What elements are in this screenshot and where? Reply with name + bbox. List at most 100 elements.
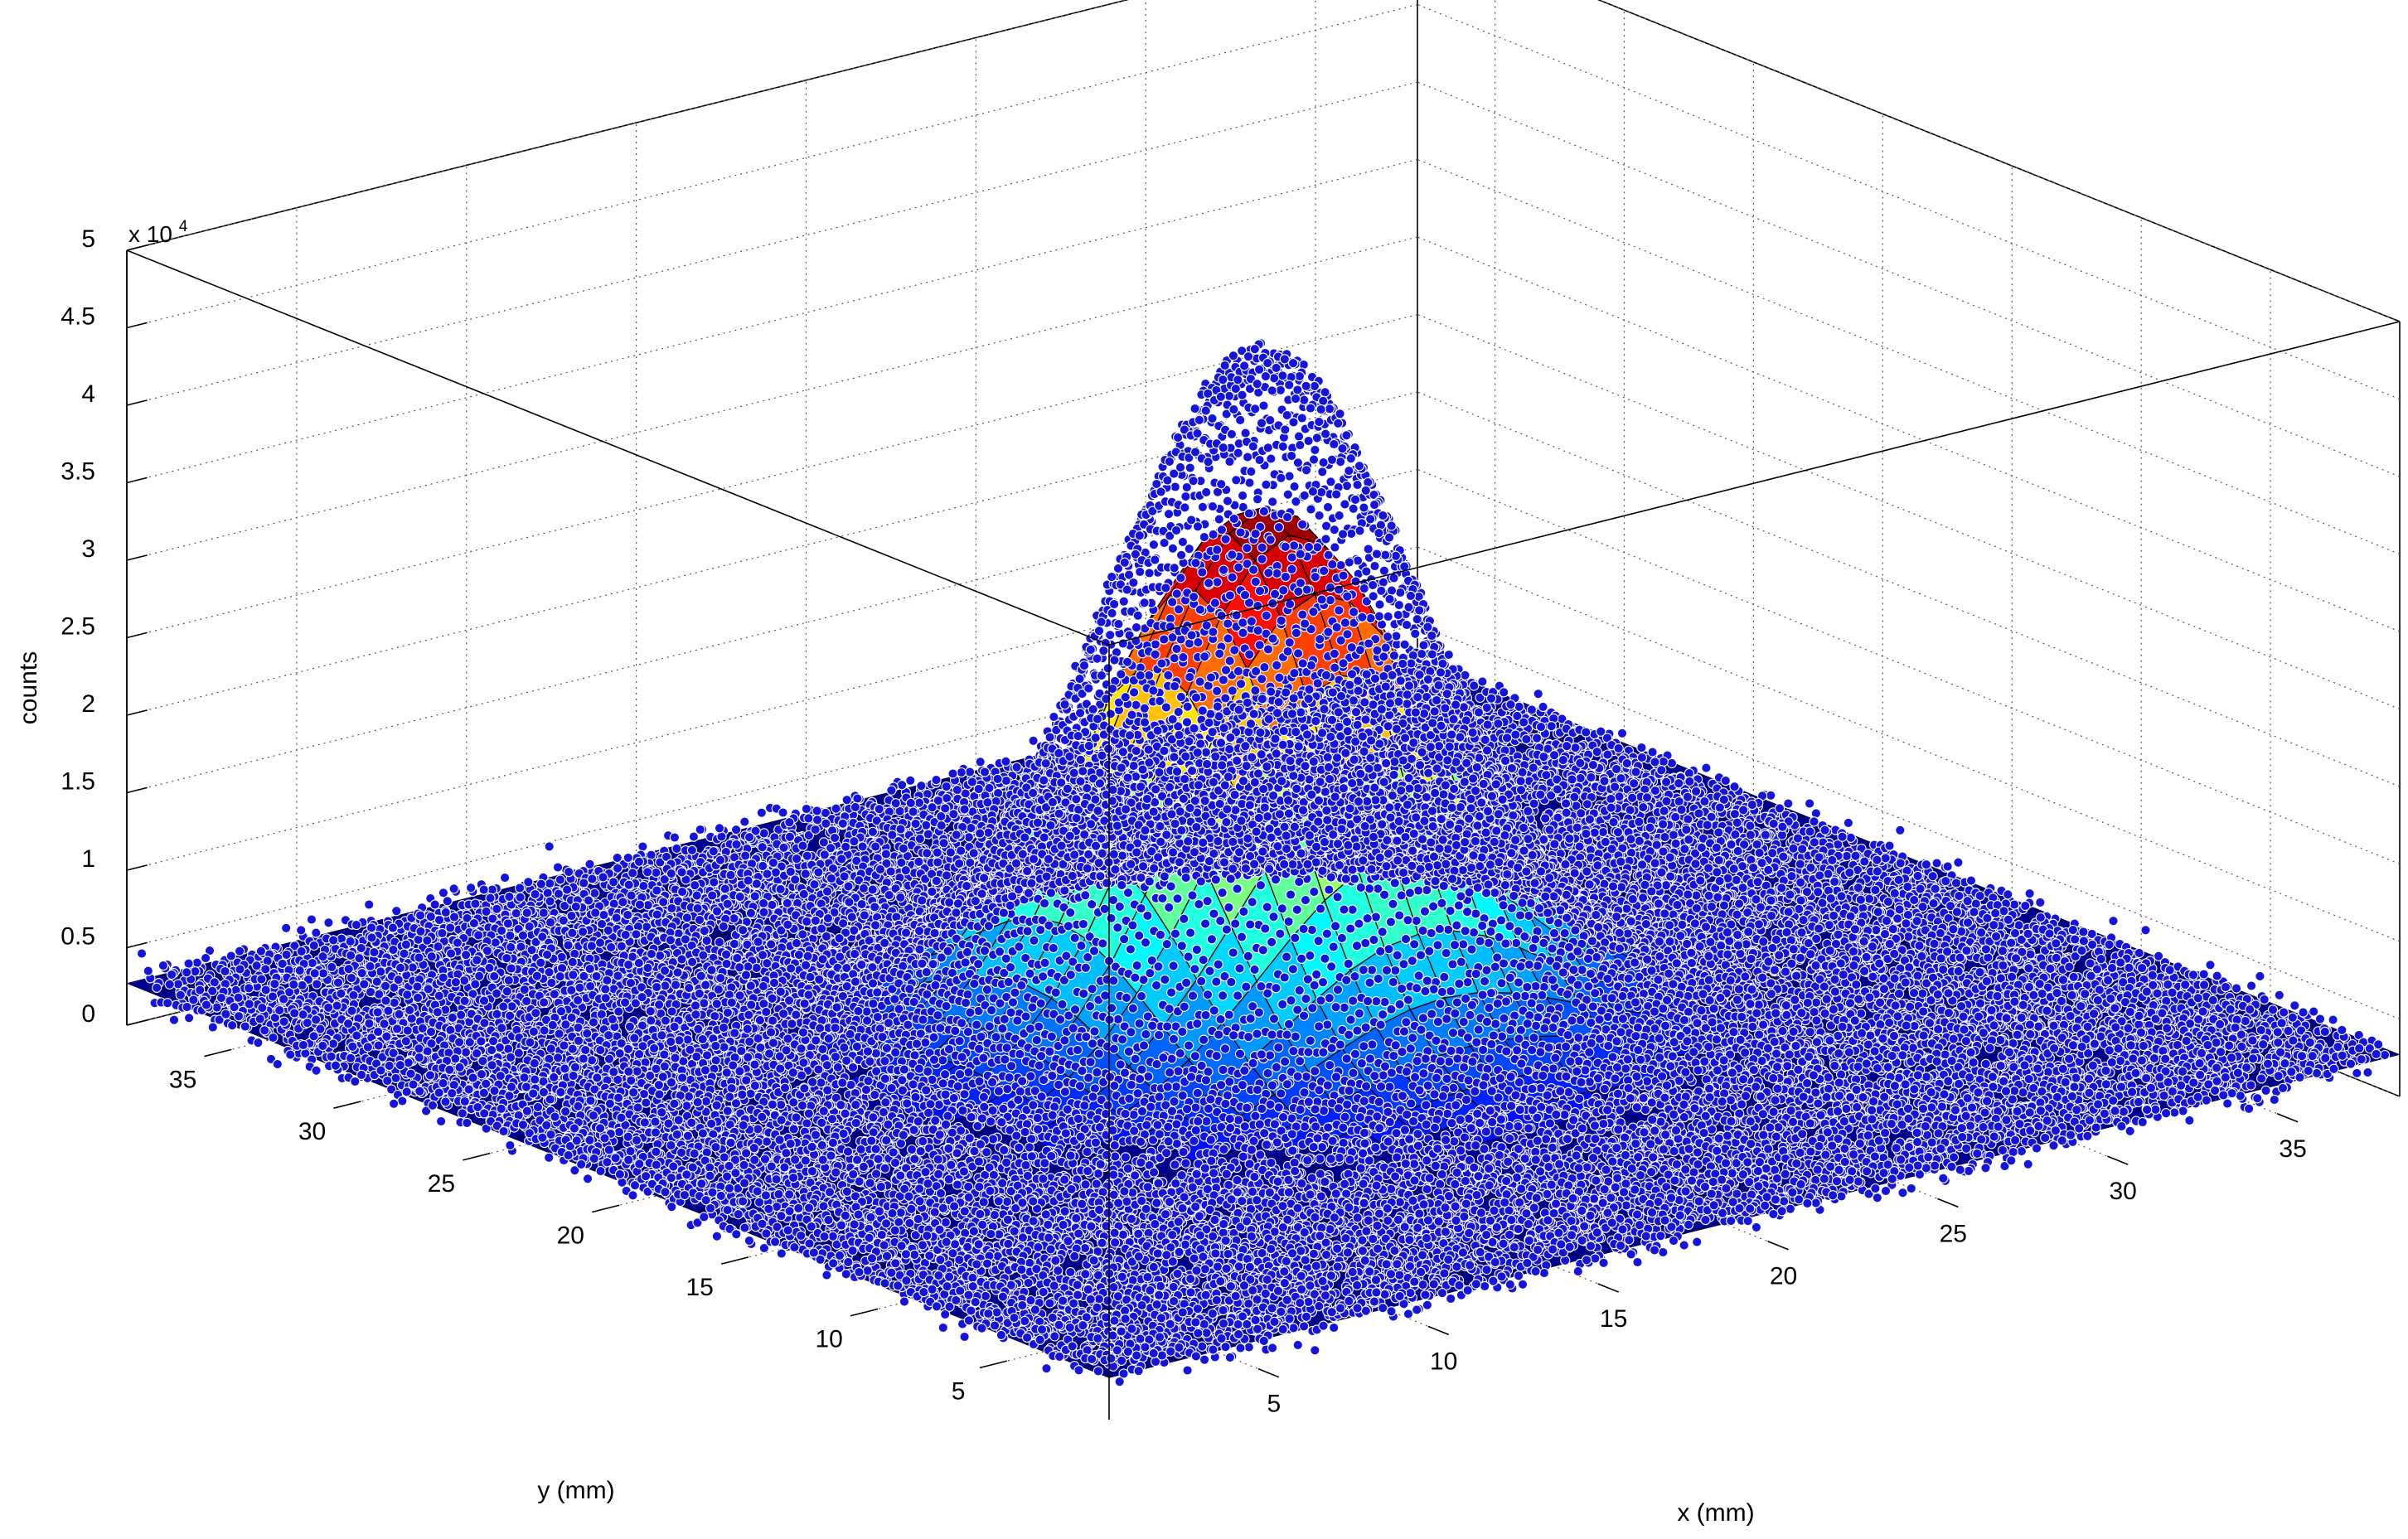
box-edge [1417, 0, 2400, 322]
data-point [1811, 809, 1820, 818]
data-point [1545, 825, 1554, 835]
data-point [1702, 763, 1711, 772]
data-point [1029, 736, 1038, 745]
data-point [1562, 799, 1571, 808]
data-point [1622, 759, 1631, 768]
data-point [1674, 779, 1684, 788]
data-point [993, 774, 1002, 783]
data-point [1626, 835, 1635, 844]
data-point [949, 810, 958, 819]
data-point [1881, 854, 1890, 863]
data-point [740, 817, 749, 826]
data-point [1598, 828, 1607, 837]
data-point [1603, 750, 1612, 759]
data-point [937, 812, 946, 821]
data-point [1536, 723, 1545, 732]
data-point [1516, 777, 1525, 786]
data-point [757, 808, 766, 817]
grid-line [1417, 5, 2400, 399]
data-point [1662, 777, 1671, 786]
data-point [1503, 733, 1512, 743]
data-point [922, 820, 931, 830]
data-point [1700, 796, 1709, 806]
data-point [1846, 833, 1855, 842]
data-point [1671, 839, 1680, 848]
data-point [1524, 806, 1533, 815]
data-point [1842, 851, 1851, 860]
data-point [984, 828, 993, 837]
data-point [1684, 835, 1693, 845]
data-point [853, 794, 862, 803]
data-point [1571, 743, 1580, 753]
data-point [1697, 843, 1706, 852]
data-point [1685, 777, 1694, 786]
data-point [1680, 845, 1689, 854]
data-point [1562, 808, 1571, 817]
data-point [1810, 817, 1819, 826]
data-point [1587, 773, 1596, 782]
data-point [914, 798, 923, 807]
data-point [1572, 823, 1582, 832]
data-point [1739, 806, 1748, 815]
grid-line [1417, 82, 2400, 477]
data-point [1567, 775, 1577, 784]
data-point [802, 804, 811, 813]
data-point [1669, 830, 1678, 840]
data-point [1761, 830, 1770, 840]
data-point [1896, 859, 1905, 868]
data-point [1631, 767, 1640, 777]
data-point [1577, 809, 1586, 818]
data-point [1896, 825, 1905, 835]
data-point [1487, 694, 1496, 703]
data-point [1789, 844, 1798, 853]
data-point [850, 802, 860, 811]
data-point [942, 794, 952, 803]
data-point [911, 819, 920, 828]
data-point [1529, 763, 1538, 772]
data-point [1820, 825, 1829, 835]
data-point [1637, 743, 1646, 753]
data-point [1616, 774, 1626, 783]
data-point [1590, 828, 1599, 837]
grid-line [1417, 315, 2400, 709]
data-point [1506, 700, 1515, 709]
data-point [898, 781, 907, 790]
data-point [1614, 743, 1623, 753]
box-edge [127, 0, 1417, 250]
data-point [1747, 801, 1756, 810]
data-point [1478, 677, 1487, 686]
data-point [928, 803, 937, 812]
data-point [948, 769, 957, 778]
data-point [896, 825, 905, 834]
data-point [1558, 756, 1567, 765]
data-point [1539, 753, 1548, 762]
data-point [908, 807, 918, 816]
data-point [980, 767, 989, 777]
scatter-points [137, 339, 2389, 1387]
data-point [1550, 751, 1559, 760]
data-point [785, 818, 794, 827]
data-point [1609, 818, 1618, 827]
data-point [976, 757, 985, 767]
data-point [942, 782, 951, 791]
data-point [1600, 777, 1609, 786]
data-point [1611, 782, 1620, 791]
data-point [1470, 681, 1479, 690]
data-point [1553, 785, 1562, 794]
data-point [1500, 688, 1509, 697]
data-point [1715, 803, 1724, 812]
data-point [1733, 846, 1742, 855]
data-point [1592, 748, 1601, 757]
data-point [1838, 832, 1847, 841]
data-point [1461, 670, 1470, 680]
data-point [1806, 863, 1815, 872]
data-point [1851, 851, 1860, 860]
data-point [1766, 791, 1776, 800]
data-point [1615, 792, 1624, 801]
data-point [1570, 792, 1579, 801]
data-point [967, 824, 976, 833]
data-point [1645, 823, 1655, 832]
data-point [1563, 742, 1572, 751]
data-point [965, 767, 974, 777]
